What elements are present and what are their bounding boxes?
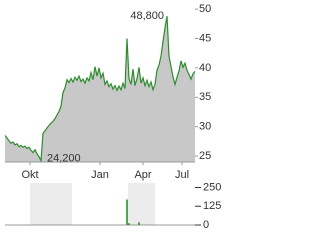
volume-y-tick-label: 125 [203, 200, 221, 212]
x-tick-label: Apr [134, 169, 151, 181]
y-tick-label: 35 [199, 91, 211, 103]
y-tick-label: 30 [199, 121, 211, 133]
stock-chart: 24,200 48,800 25 30 35 40 45 50 Okt Jan Apr Jul 0 125… [4, 3, 221, 231]
y-tick-label: 50 [199, 3, 211, 15]
price-line [4, 16, 196, 164]
x-tick-label: Jan [91, 169, 109, 181]
y-tick-label: 25 [199, 150, 211, 162]
x-tick-label: Jul [175, 169, 189, 181]
value-label: 24,200 [47, 153, 81, 165]
volume-y-tick-label: 250 [203, 181, 221, 193]
y-tick-label: 45 [199, 32, 211, 44]
price-area [5, 16, 195, 163]
x-tick-label: Okt [21, 169, 38, 181]
volume-bar [126, 199, 128, 225]
volume-bar [128, 223, 130, 225]
volume-y-tick-label: 0 [203, 219, 209, 231]
period-shade [30, 183, 72, 225]
volume-bar [138, 222, 140, 225]
value-label: 48,800 [130, 10, 164, 22]
y-tick-label: 40 [199, 62, 211, 74]
period-shade [128, 183, 155, 225]
